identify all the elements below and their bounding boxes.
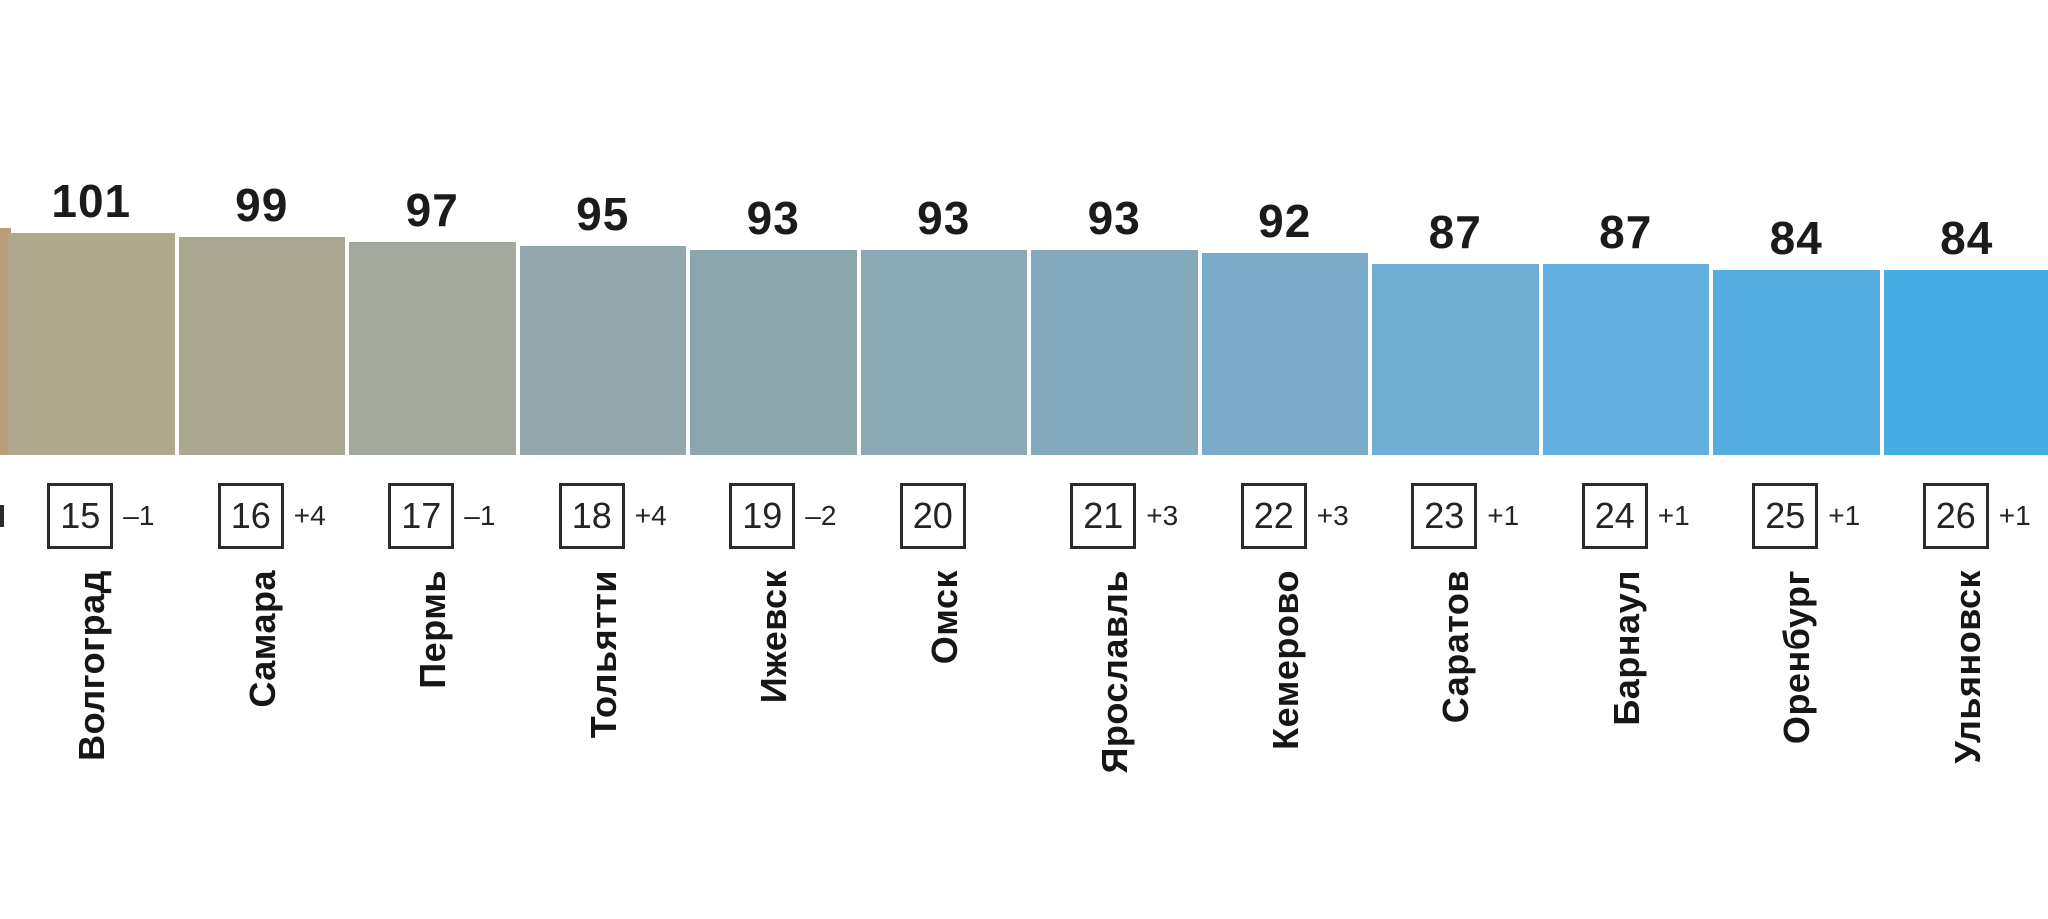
rank-number: 19 [742, 495, 783, 536]
rank-change-badge: +1 [1998, 500, 2031, 531]
bar[interactable] [1542, 263, 1709, 455]
rank-box: 23 [1411, 483, 1478, 549]
bar-value-label: 95 [576, 188, 630, 240]
clipped-left-rank-box-edge [0, 505, 4, 527]
rank-change-badge: +1 [1657, 500, 1690, 531]
rank-number: 25 [1765, 495, 1806, 536]
city-label: Ярославль [1094, 570, 1136, 774]
rank-box: 20 [899, 483, 966, 549]
rank-box: 17 [388, 483, 455, 549]
city-label: Омск [923, 570, 965, 665]
rank-box: 16 [217, 483, 284, 549]
bar-value-label: 93 [917, 192, 971, 245]
rank-change-badge: +3 [1316, 500, 1349, 531]
bar[interactable] [178, 237, 345, 455]
city-label: Ижевск [753, 570, 795, 704]
rank-number: 20 [912, 495, 953, 536]
rank-number: 15 [60, 495, 101, 536]
rank-number: 17 [401, 495, 442, 536]
rank-box: 25 [1752, 483, 1819, 549]
rank-change-badge: –1 [123, 500, 155, 531]
bar[interactable] [1201, 252, 1368, 455]
rank-number: 23 [1424, 495, 1465, 536]
bar-value-label: 92 [1258, 194, 1312, 247]
city-label: Тольятти [582, 570, 624, 739]
bar-value-label: 84 [1940, 212, 1994, 265]
rank-number: 21 [1083, 495, 1124, 536]
bar[interactable] [1883, 270, 2048, 455]
rank-box: 19 [729, 483, 796, 549]
bar-value-label: 93 [746, 192, 800, 245]
bar[interactable] [860, 250, 1027, 455]
city-label: Самара [241, 570, 283, 708]
bar-value-label: 101 [51, 174, 132, 227]
city-label: Оренбург [1776, 570, 1818, 745]
rank-number: 26 [1935, 495, 1976, 536]
rank-box: 26 [1922, 483, 1989, 549]
city-label: Пермь [412, 570, 454, 689]
rank-number: 18 [571, 495, 612, 536]
rank-change-badge: –2 [805, 500, 837, 531]
rank-number: 22 [1253, 495, 1294, 536]
rank-change-badge: +1 [1487, 500, 1520, 531]
bar[interactable] [519, 246, 686, 455]
city-label: Кемерово [1264, 570, 1306, 750]
bar-value-label: 84 [1769, 212, 1823, 265]
rank-change-badge: +4 [634, 500, 667, 531]
bar[interactable] [8, 232, 175, 455]
bar[interactable] [690, 250, 857, 455]
bar-value-label: 93 [1087, 192, 1141, 245]
rank-number: 24 [1594, 495, 1635, 536]
rank-change-badge: +4 [293, 500, 326, 531]
bar[interactable] [349, 241, 516, 455]
rank-box: 15 [47, 483, 114, 549]
bar[interactable] [1713, 270, 1880, 455]
bar[interactable] [1372, 263, 1539, 455]
rank-box: 21 [1070, 483, 1137, 549]
bar-value-label: 87 [1599, 205, 1653, 258]
bar-value-label: 97 [405, 183, 459, 236]
bar-value-label: 99 [235, 179, 289, 232]
rank-change-badge: +1 [1828, 500, 1861, 531]
bar-value-label: 87 [1428, 205, 1482, 258]
rank-change-badge: –1 [464, 500, 496, 531]
rank-box: 18 [558, 483, 625, 549]
bar[interactable] [1031, 250, 1198, 455]
city-label: Волгоград [71, 570, 113, 761]
city-label: Саратов [1435, 570, 1477, 724]
city-label: Барнаул [1605, 570, 1647, 726]
city-label: Ульяновск [1946, 570, 1988, 764]
rank-change-badge: +3 [1146, 500, 1179, 531]
rank-box: 24 [1581, 483, 1648, 549]
clipped-left-bar [0, 228, 11, 455]
rank-box: 22 [1240, 483, 1307, 549]
rank-number: 16 [230, 495, 271, 536]
